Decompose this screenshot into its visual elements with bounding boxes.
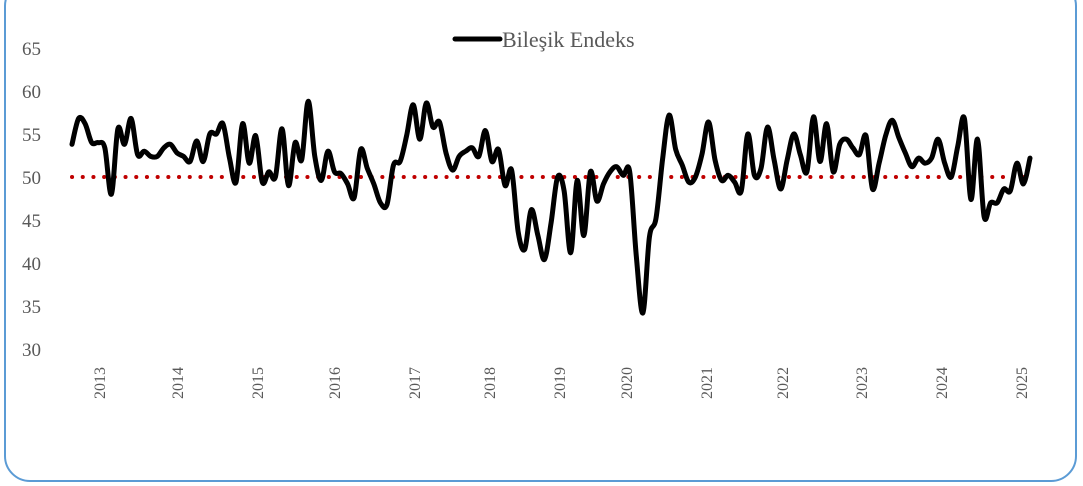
y-tick-label: 60 bbox=[22, 82, 41, 103]
y-tick-label: 50 bbox=[22, 168, 41, 189]
x-tick-label: 2016 bbox=[327, 367, 344, 399]
y-tick-label: 65 bbox=[22, 39, 41, 60]
x-tick-label: 2019 bbox=[552, 367, 569, 399]
y-tick-label: 45 bbox=[22, 211, 41, 232]
x-tick-label: 2023 bbox=[854, 367, 871, 399]
y-tick-label: 55 bbox=[22, 125, 41, 146]
x-axis: 2013 2014 2015 2016 2017 2018 2019 2020 2021 2022… bbox=[92, 367, 1031, 399]
legend-label: Bileşik Endeks bbox=[502, 27, 635, 52]
x-tick-label: 2022 bbox=[775, 367, 792, 399]
series-line-bilesik-endeks bbox=[69, 98, 1033, 316]
x-tick-label: 2017 bbox=[407, 367, 424, 399]
x-tick-label: 2025 bbox=[1014, 367, 1031, 399]
y-tick-label: 40 bbox=[22, 254, 41, 275]
legend: Bileşik Endeks bbox=[452, 27, 635, 52]
y-tick-label: 30 bbox=[22, 340, 41, 361]
x-tick-label: 2024 bbox=[934, 367, 951, 399]
x-tick-label: 2015 bbox=[250, 367, 267, 399]
y-tick-label: 35 bbox=[22, 297, 41, 318]
x-tick-label: 2020 bbox=[619, 367, 636, 399]
x-tick-label: 2014 bbox=[170, 367, 187, 399]
x-tick-label: 2021 bbox=[699, 367, 716, 399]
x-tick-label: 2018 bbox=[482, 367, 499, 399]
x-tick-label: 2013 bbox=[92, 367, 109, 399]
y-axis: 65 60 55 50 45 40 35 30 bbox=[22, 39, 41, 361]
